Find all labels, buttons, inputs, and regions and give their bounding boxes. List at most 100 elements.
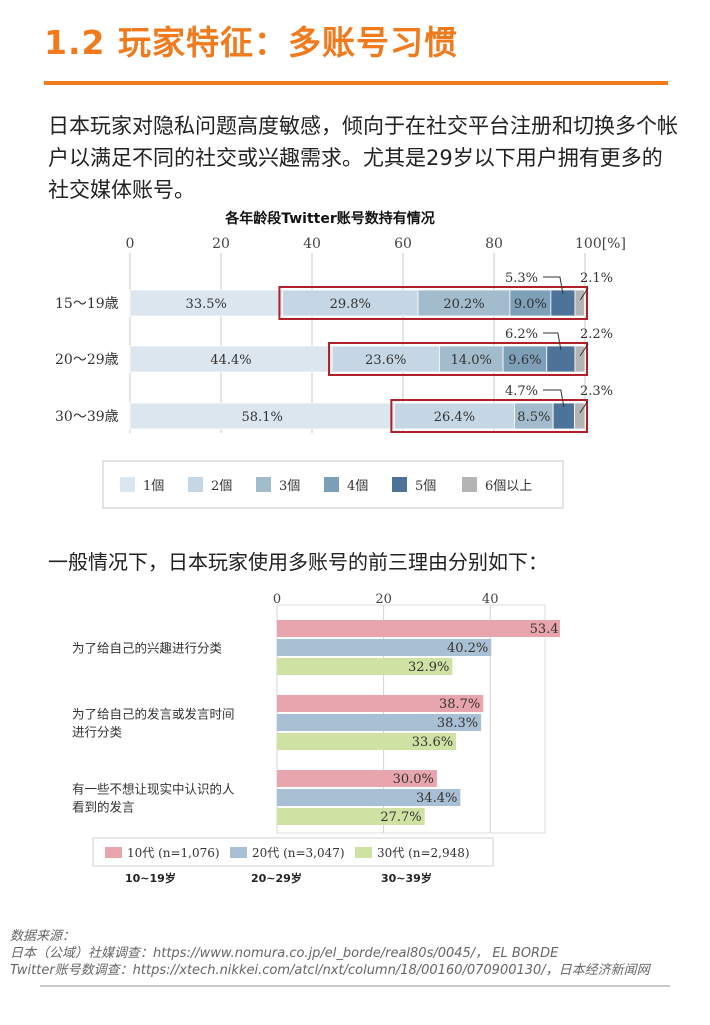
x-tick-label: 60 bbox=[394, 236, 412, 252]
x-tick-label: 40 bbox=[303, 236, 321, 252]
bar-segment bbox=[574, 345, 586, 373]
footer-divider bbox=[40, 985, 670, 987]
x-tick-label: 0 bbox=[126, 236, 135, 252]
legend-swatch bbox=[324, 477, 339, 492]
source-block: 数据来源： 日本（公域）社媒调查：https://www.nomura.co.j… bbox=[10, 928, 710, 979]
source-line-nikkei: Twitter账号数调查：https://xtech.nikkei.com/at… bbox=[10, 963, 650, 978]
bar bbox=[277, 695, 484, 712]
category-label: 为了给自己的兴趣进行分类 bbox=[72, 641, 223, 656]
leader-line bbox=[579, 343, 589, 357]
data-label: 2.1% bbox=[580, 271, 613, 286]
category-label: 有一些不想让现实中认识的人 bbox=[72, 782, 235, 797]
legend-swatch bbox=[392, 477, 407, 492]
bar bbox=[277, 733, 457, 750]
category-label: 为了给自己的发言或发言时间 bbox=[72, 707, 235, 722]
data-label: 9.6% bbox=[508, 353, 541, 368]
bar-segment bbox=[393, 402, 515, 430]
data-label: 32.9% bbox=[408, 660, 449, 675]
category-label: 进行分类 bbox=[72, 725, 123, 740]
data-label: 34.4% bbox=[416, 791, 457, 806]
data-label: 14.0% bbox=[451, 353, 492, 368]
x-tick-label: 40 bbox=[482, 592, 499, 607]
highlight-box bbox=[278, 286, 588, 320]
x-tick-label: 0 bbox=[273, 592, 281, 607]
legend-label: 20代 (n=3,047) bbox=[252, 846, 345, 860]
bar-segment bbox=[438, 345, 504, 373]
data-label: 20.2% bbox=[443, 297, 484, 312]
x-tick-label: 20 bbox=[375, 592, 392, 607]
leader-line bbox=[543, 389, 565, 408]
x-tick-label: 20 bbox=[212, 236, 230, 252]
bar bbox=[277, 639, 492, 656]
intro-paragraph: 日本玩家对隐私问题高度敏感，倾向于在社交平台注册和切换多个帐户以满足不同的社交或… bbox=[48, 114, 678, 202]
bar bbox=[277, 620, 560, 637]
highlight-box bbox=[328, 342, 588, 376]
data-label: 5.3% bbox=[505, 271, 538, 286]
multi-account-reasons-chart: 0 20 40 为了给自己的兴趣进行分类 53.4 40.2% 32.9% 为了给自己的发言或… bbox=[72, 592, 560, 885]
bar-segment bbox=[129, 289, 283, 317]
leader-line bbox=[579, 287, 589, 301]
data-label: 30.0% bbox=[393, 772, 434, 787]
legend-swatch bbox=[230, 847, 247, 858]
category-label: 15～19歳 bbox=[55, 296, 119, 312]
data-label: 53.4 bbox=[530, 622, 559, 637]
legend-frame bbox=[92, 837, 494, 867]
bar-segment bbox=[129, 402, 395, 430]
bar-segment bbox=[509, 289, 552, 317]
bar-segment bbox=[550, 289, 576, 317]
legend-swatch bbox=[105, 847, 122, 858]
legend-age-note: 20~29岁 bbox=[251, 871, 302, 885]
bar bbox=[277, 789, 461, 806]
source-heading: 数据来源： bbox=[10, 929, 76, 944]
data-label: 44.4% bbox=[210, 353, 251, 368]
bar bbox=[277, 770, 437, 787]
data-label: 8.5% bbox=[517, 410, 550, 425]
leader-line bbox=[579, 400, 589, 414]
legend-swatch bbox=[256, 477, 271, 492]
bar bbox=[277, 658, 453, 675]
x-tick-label: 100[%] bbox=[575, 236, 626, 252]
title-underline bbox=[44, 81, 668, 85]
twitter-accounts-chart: 0 20 40 60 80 100[%] 15～19歳 33.5% 29.8% 20.2% 9.0%… bbox=[55, 236, 626, 509]
bar-segment bbox=[546, 345, 576, 373]
chart1-title: 各年龄段Twitter账号数持有情况 bbox=[225, 211, 435, 227]
legend-age-note: 10~19岁 bbox=[125, 871, 176, 885]
leader-line bbox=[543, 276, 564, 295]
data-label: 23.6% bbox=[365, 353, 406, 368]
source-line-nomura: 日本（公域）社媒调查：https://www.nomura.co.jp/el_b… bbox=[10, 946, 559, 961]
bar bbox=[277, 714, 482, 731]
legend-swatch bbox=[188, 477, 203, 492]
highlight-box bbox=[390, 399, 589, 433]
data-label: 27.7% bbox=[380, 810, 421, 825]
bar bbox=[277, 808, 425, 825]
legend-label: 10代 (n=1,076) bbox=[127, 846, 220, 860]
legend-swatch bbox=[355, 847, 372, 858]
data-label: 6.2% bbox=[505, 327, 538, 342]
data-label: 29.8% bbox=[330, 297, 371, 312]
category-label: 30～39歳 bbox=[55, 409, 119, 425]
data-label: 33.5% bbox=[186, 297, 227, 312]
legend-swatch bbox=[462, 477, 477, 492]
page-title: 1.2 玩家特征：多账号习惯 bbox=[44, 23, 458, 62]
legend-label: 1個 bbox=[143, 479, 164, 494]
data-label: 58.1% bbox=[242, 410, 283, 425]
data-label: 40.2% bbox=[447, 641, 488, 656]
bar-segment bbox=[574, 402, 586, 430]
legend-label: 2個 bbox=[211, 479, 232, 494]
data-label: 33.6% bbox=[412, 735, 453, 750]
category-label: 20～29歳 bbox=[55, 352, 119, 368]
data-label: 9.0% bbox=[514, 297, 547, 312]
bar-segment bbox=[574, 289, 585, 317]
legend-label: 6個以上 bbox=[485, 479, 532, 494]
data-label: 2.2% bbox=[580, 327, 613, 342]
data-label: 38.3% bbox=[437, 716, 478, 731]
data-label: 2.3% bbox=[580, 384, 613, 399]
legend-age-note: 30~39岁 bbox=[381, 871, 432, 885]
legend-swatch bbox=[120, 477, 135, 492]
data-label: 4.7% bbox=[505, 384, 538, 399]
x-tick-label: 80 bbox=[485, 236, 503, 252]
legend-label: 30代 (n=2,948) bbox=[377, 846, 470, 860]
data-label: 26.4% bbox=[434, 410, 475, 425]
legend-label: 3個 bbox=[279, 479, 300, 494]
legend-label: 5個 bbox=[415, 479, 436, 494]
